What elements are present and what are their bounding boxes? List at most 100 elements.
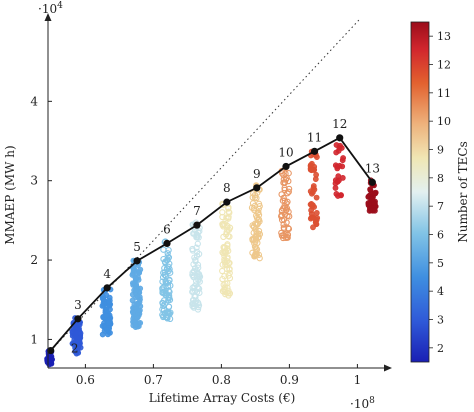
cluster-point bbox=[129, 280, 136, 286]
cluster-point bbox=[193, 252, 201, 259]
colorbar-tick-label: 3 bbox=[437, 314, 444, 327]
cluster-point bbox=[251, 243, 259, 250]
cluster-point bbox=[132, 275, 139, 281]
cluster-point bbox=[195, 229, 202, 236]
cluster-point bbox=[253, 249, 260, 256]
pareto-point bbox=[193, 221, 201, 229]
cluster-point bbox=[253, 194, 260, 202]
x-tick-label: 0.8 bbox=[212, 373, 231, 387]
pareto-point bbox=[47, 346, 55, 355]
cluster-point bbox=[221, 259, 229, 266]
cluster-point bbox=[160, 313, 167, 321]
cluster-point bbox=[332, 185, 339, 191]
cluster-point bbox=[333, 190, 340, 197]
cluster-point bbox=[219, 213, 226, 221]
cluster-point bbox=[130, 309, 136, 316]
cluster-point bbox=[371, 207, 378, 214]
cluster-point bbox=[194, 275, 202, 283]
cluster-point bbox=[256, 231, 264, 238]
cluster-point bbox=[368, 196, 375, 203]
cluster-point bbox=[223, 231, 230, 238]
cluster-3-tecs bbox=[69, 315, 84, 357]
cluster-point bbox=[283, 233, 291, 240]
cluster-point bbox=[310, 214, 317, 221]
cluster-point bbox=[161, 259, 169, 266]
cluster-point bbox=[278, 191, 285, 198]
cluster-point bbox=[339, 157, 346, 164]
cluster-point bbox=[223, 262, 230, 269]
cluster-point bbox=[196, 289, 203, 296]
cluster-point bbox=[225, 205, 232, 212]
x-tick-label: 1 bbox=[354, 373, 362, 387]
cluster-point bbox=[166, 310, 173, 318]
axes bbox=[44, 13, 392, 372]
cluster-point bbox=[163, 265, 171, 272]
cluster-point bbox=[280, 205, 287, 212]
cluster-point bbox=[281, 179, 288, 186]
x-tick-label: 0.6 bbox=[76, 373, 95, 387]
cluster-point bbox=[136, 270, 142, 276]
cluster-point bbox=[194, 284, 201, 291]
colorbar-ticks: 2 3 4 5 6 7 8 9 10 11 12 13 bbox=[429, 30, 451, 355]
cluster-point bbox=[282, 176, 290, 183]
cluster-point bbox=[313, 194, 320, 201]
cluster-point bbox=[254, 220, 262, 227]
cluster-point bbox=[136, 307, 143, 314]
cluster-point bbox=[195, 264, 202, 271]
cluster-5-tecs bbox=[129, 257, 144, 330]
cluster-point bbox=[254, 209, 262, 217]
cluster-point bbox=[255, 227, 263, 235]
cluster-point bbox=[310, 224, 316, 231]
cluster-point bbox=[307, 162, 314, 169]
x-tick-label: 0.9 bbox=[280, 373, 299, 387]
colorbar-tick-label: 2 bbox=[437, 342, 444, 355]
cluster-9-tecs bbox=[248, 182, 264, 262]
cluster-point bbox=[219, 221, 226, 229]
cluster-point bbox=[308, 200, 315, 207]
cluster-point bbox=[284, 212, 291, 220]
cluster-point bbox=[223, 248, 230, 255]
colorbar-tick-label: 9 bbox=[437, 144, 444, 157]
colorbar-label: Number of TECs bbox=[456, 141, 470, 243]
pareto-point bbox=[336, 134, 344, 142]
cluster-point bbox=[159, 278, 166, 285]
pareto-point-label: 5 bbox=[133, 240, 141, 254]
colorbar-tick-label: 10 bbox=[437, 115, 451, 128]
cluster-point bbox=[189, 245, 196, 253]
cluster-point bbox=[193, 248, 201, 256]
pareto-point bbox=[163, 239, 171, 247]
cluster-point bbox=[69, 329, 76, 336]
colorbar-tick-label: 12 bbox=[437, 59, 451, 72]
cluster-point bbox=[72, 348, 78, 355]
cluster-point bbox=[250, 190, 257, 197]
cluster-point bbox=[165, 246, 172, 254]
cluster-point bbox=[166, 296, 174, 304]
pareto-point bbox=[253, 184, 261, 192]
cluster-point bbox=[72, 341, 79, 348]
colorbar-tick-label: 13 bbox=[437, 30, 451, 43]
pareto-point bbox=[282, 162, 290, 171]
cluster-point bbox=[194, 240, 201, 247]
pareto-point bbox=[74, 315, 82, 323]
pareto-point bbox=[368, 178, 376, 186]
y-tick-label: 2 bbox=[30, 253, 38, 267]
cluster-point bbox=[220, 244, 227, 251]
cluster-point bbox=[371, 190, 378, 196]
cluster-point bbox=[280, 232, 287, 239]
cluster-point bbox=[190, 268, 198, 275]
cluster-point bbox=[164, 250, 171, 257]
y-tick-label: 1 bbox=[30, 332, 38, 346]
pareto-point-label: 2 bbox=[71, 342, 79, 356]
cluster-4-tecs bbox=[99, 285, 114, 338]
cluster-13-tecs bbox=[365, 177, 379, 214]
pareto-point-label: 10 bbox=[278, 145, 293, 159]
cluster-point bbox=[249, 237, 256, 244]
cluster-point bbox=[333, 142, 340, 148]
cluster-point bbox=[334, 163, 341, 170]
colorbar: 2 3 4 5 6 7 8 9 10 11 12 13 Number of TECs bbox=[410, 21, 470, 363]
cluster-12-tecs bbox=[332, 142, 346, 199]
cluster-point bbox=[191, 284, 198, 292]
y-ticks: 1 2 3 4 bbox=[30, 94, 52, 346]
cluster-point bbox=[189, 300, 197, 308]
cluster-point bbox=[193, 297, 200, 304]
